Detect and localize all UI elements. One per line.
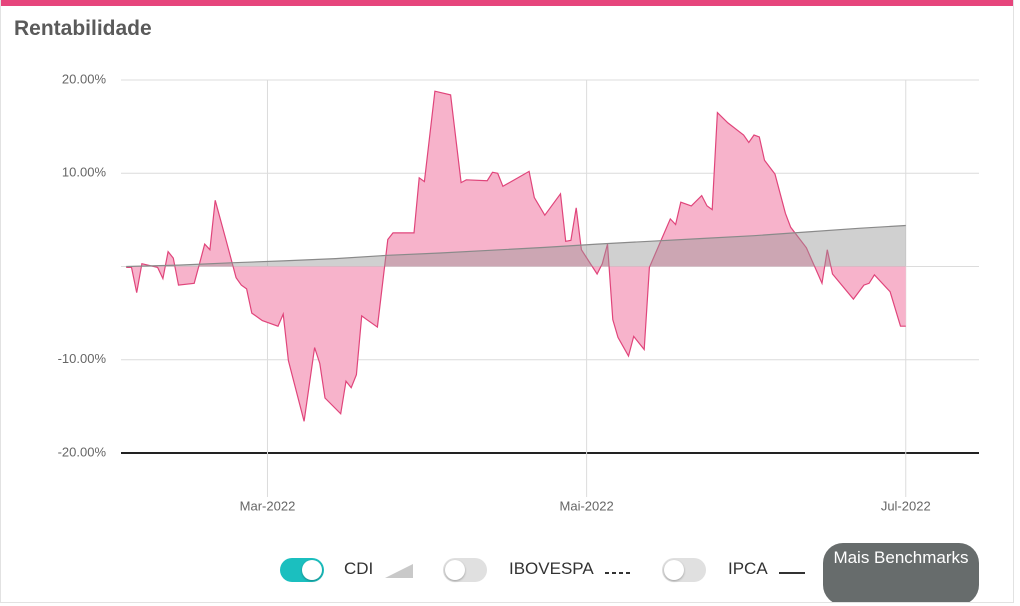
series-area: [126, 225, 906, 267]
toggle-knob: [302, 560, 322, 580]
legend-icon: [385, 564, 413, 578]
legend-label: IPCA: [728, 559, 768, 578]
toggle[interactable]: [662, 558, 706, 582]
legend-icon: [779, 572, 805, 574]
toggle[interactable]: [280, 558, 324, 582]
panel-title: Rentabilidade: [14, 17, 152, 40]
y-tick-label: 10.00%: [62, 165, 107, 180]
x-tick-label: Jul-2022: [881, 498, 931, 513]
series-line: [126, 224, 906, 268]
legend-label: CDI: [344, 559, 374, 578]
x-tick-label: Mar-2022: [240, 498, 296, 513]
toggle-knob: [445, 560, 465, 580]
y-tick-label: -10.00%: [58, 351, 107, 366]
legend-label: IBOVESPA: [509, 559, 594, 578]
top-bar: [1, 0, 1013, 6]
toggle-knob: [664, 560, 684, 580]
y-tick-label: 20.00%: [62, 71, 107, 86]
more-benchmarks-button[interactable]: Mais Benchmarks: [823, 543, 979, 602]
legend-icon: [605, 572, 631, 574]
legend-swatch: [385, 564, 413, 578]
x-tick-label: Mai-2022: [560, 498, 614, 513]
toggle[interactable]: [443, 558, 487, 582]
series-line: [126, 90, 906, 422]
series-area: [126, 91, 906, 422]
y-tick-label: -20.00%: [58, 444, 107, 459]
chart: 20.00% 10.00% -10.00% -20.00% Mar-2022 Mai-20…: [58, 71, 979, 513]
